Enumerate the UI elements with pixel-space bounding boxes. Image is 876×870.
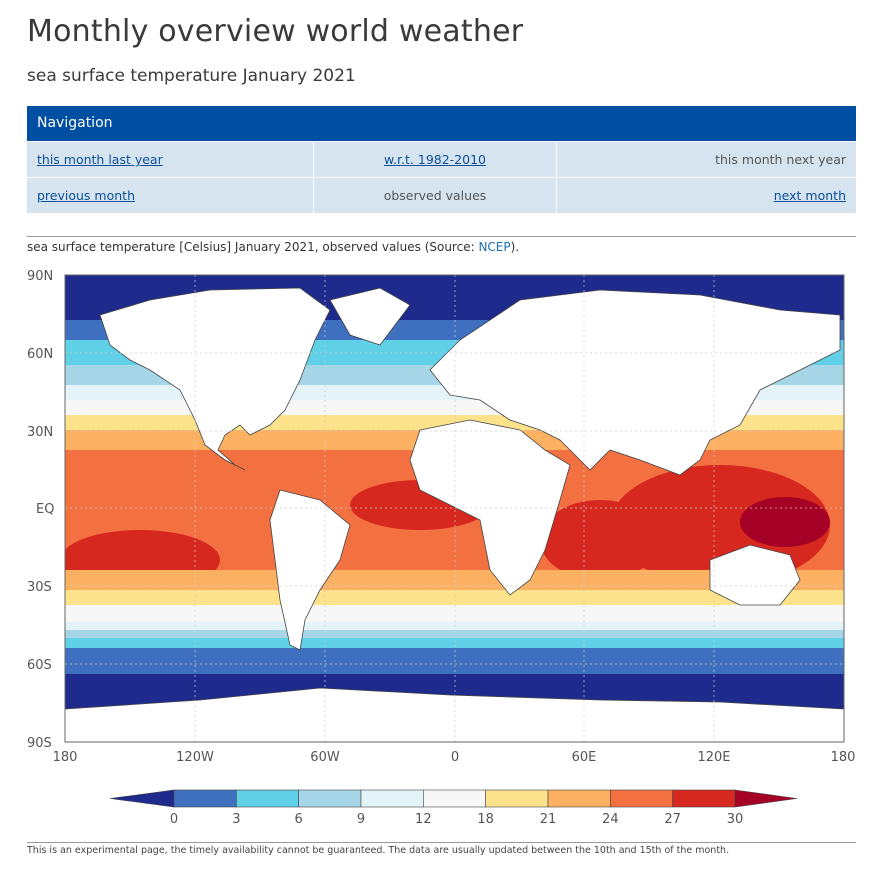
sst-map-figure: 90N 60N 30N EQ 30S 60S 90S 180 120W 60W … <box>0 260 876 860</box>
next-month-link[interactable]: next month <box>773 188 846 203</box>
sst-map-svg: 90N 60N 30N EQ 30S 60S 90S 180 120W 60W … <box>27 269 856 827</box>
colorbar-tick-label: 9 <box>357 812 365 827</box>
north-america <box>99 287 331 471</box>
page-title: Monthly overview world weather <box>27 14 524 49</box>
ncep-source-link[interactable]: NCEP <box>478 240 511 254</box>
y-tick-label: 60N <box>27 347 53 362</box>
caption-text: sea surface temperature [Celsius] Januar… <box>27 240 479 254</box>
colorbar-tick-label: 12 <box>415 812 432 827</box>
colorbar-tick-label: 0 <box>170 812 178 827</box>
navigation-row: this month last year w.r.t. 1982-2010 th… <box>27 142 856 177</box>
x-tick-label: 120W <box>176 750 214 765</box>
footer-note: This is an experimental page, the timely… <box>27 845 730 856</box>
colorbar-segment <box>423 789 486 808</box>
x-tick-label: 120E <box>697 750 730 765</box>
y-axis-labels: 90N 60N 30N EQ 30S 60S 90S <box>27 269 54 751</box>
greenland <box>329 287 411 346</box>
colorbar: 0 3 6 9 12 18 21 24 27 30 <box>109 789 798 827</box>
colorbar-tick-label: 30 <box>727 812 744 827</box>
australia <box>709 544 801 606</box>
colorbar-tick-label: 3 <box>232 812 240 827</box>
colorbar-segment <box>298 789 362 808</box>
africa <box>409 419 571 596</box>
x-tick-label: 0 <box>451 750 459 765</box>
divider <box>27 236 856 237</box>
y-tick-label: EQ <box>36 502 54 517</box>
this-month-last-year-link[interactable]: this month last year <box>37 152 163 167</box>
y-tick-label: 90N <box>27 269 53 284</box>
colorbar-segment <box>610 789 673 808</box>
observed-values-text: observed values <box>383 188 487 203</box>
colorbar-tick-label: 21 <box>540 812 557 827</box>
y-tick-label: 30S <box>27 580 52 595</box>
colorbar-segment <box>485 789 549 808</box>
navigation-header: Navigation <box>27 106 856 141</box>
map-caption: sea surface temperature [Celsius] Januar… <box>27 240 519 254</box>
y-tick-label: 30N <box>27 425 53 440</box>
map-frame <box>64 274 845 743</box>
colorbar-tick-label: 27 <box>664 812 681 827</box>
eurasia <box>429 289 841 476</box>
colorbar-tick-label: 18 <box>477 812 494 827</box>
footer-divider <box>27 842 856 843</box>
colorbar-high-arrow <box>734 789 798 808</box>
colorbar-segment <box>236 789 299 808</box>
caption-end: ). <box>510 240 520 254</box>
colorbar-segment <box>672 789 736 808</box>
x-tick-label: 180 <box>53 750 78 765</box>
colorbar-low-arrow <box>109 789 175 808</box>
colorbar-segment <box>547 789 611 808</box>
wrt-1982-2010-link[interactable]: w.r.t. 1982-2010 <box>384 152 486 167</box>
x-axis-labels: 180 120W 60W 0 60E 120E 180 <box>53 750 856 765</box>
colorbar-tick-label: 24 <box>602 812 619 827</box>
land-masses <box>65 287 844 742</box>
colorbar-segment <box>360 789 424 808</box>
x-tick-label: 180 <box>831 750 856 765</box>
x-tick-label: 60W <box>310 750 340 765</box>
navigation-row: previous month observed values next mont… <box>27 178 856 213</box>
colorbar-segment <box>173 789 237 808</box>
page-subtitle: sea surface temperature January 2021 <box>27 66 356 86</box>
antarctica <box>65 687 844 742</box>
this-month-next-year-text: this month next year <box>715 152 846 167</box>
x-tick-label: 60E <box>572 750 597 765</box>
y-tick-label: 90S <box>27 736 52 751</box>
navigation-table: Navigation this month last year w.r.t. 1… <box>27 106 856 213</box>
y-tick-label: 60S <box>27 658 52 673</box>
south-america <box>269 489 351 651</box>
colorbar-tick-label: 6 <box>295 812 303 827</box>
previous-month-link[interactable]: previous month <box>37 188 135 203</box>
